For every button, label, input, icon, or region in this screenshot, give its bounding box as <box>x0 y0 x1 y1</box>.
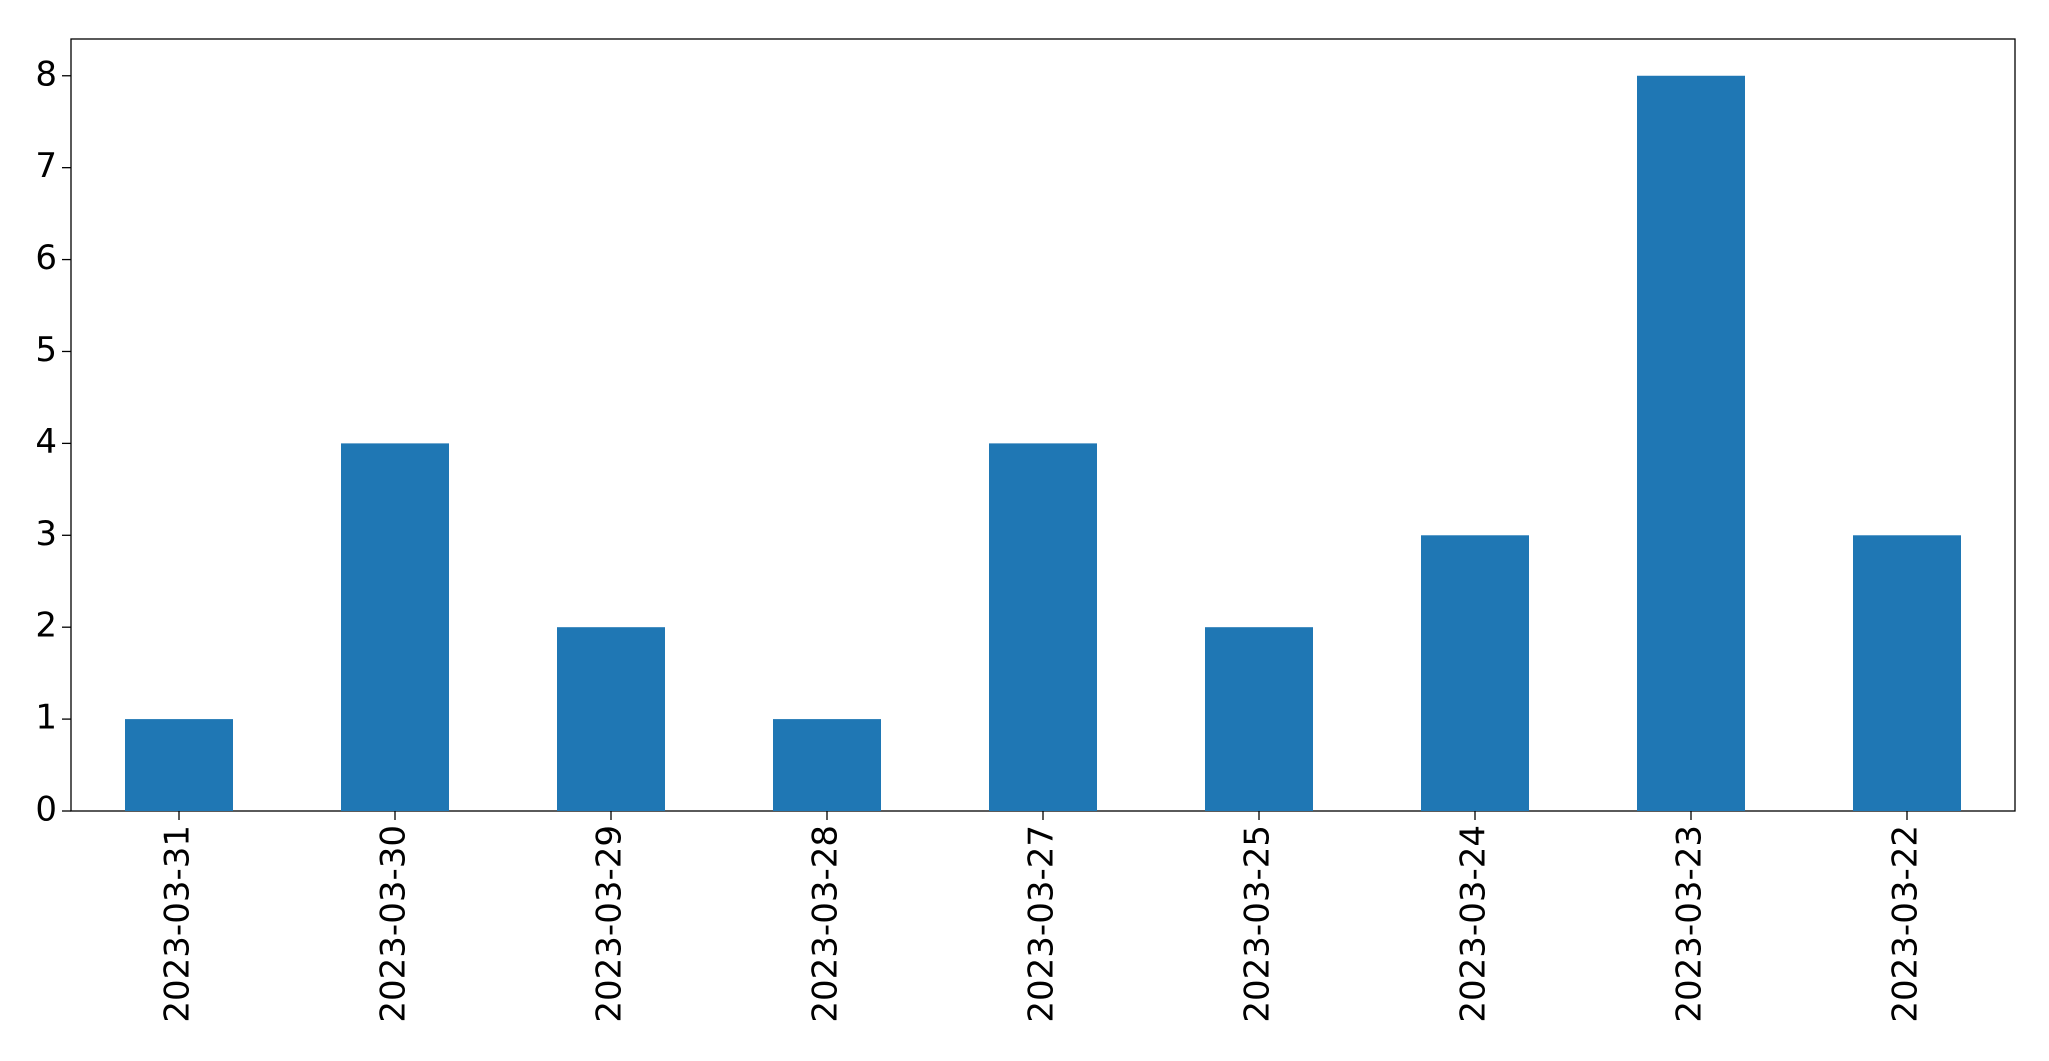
bar <box>773 719 881 811</box>
y-tick-label: 0 <box>35 790 57 830</box>
bar <box>1853 535 1961 811</box>
x-tick-label: 2023-03-25 <box>1238 825 1278 1023</box>
y-tick-label: 2 <box>35 606 57 646</box>
bar <box>989 443 1097 811</box>
bar <box>1205 627 1313 811</box>
x-tick-label: 2023-03-22 <box>1886 825 1926 1023</box>
x-tick-label: 2023-03-27 <box>1022 825 1062 1023</box>
y-tick-label: 3 <box>35 514 57 554</box>
bar <box>557 627 665 811</box>
y-tick-label: 6 <box>35 238 57 278</box>
bar <box>1637 75 1745 811</box>
x-tick-label: 2023-03-30 <box>374 825 414 1023</box>
y-tick-label: 5 <box>35 330 57 370</box>
bar <box>125 719 233 811</box>
x-tick-label: 2023-03-23 <box>1670 825 1710 1023</box>
y-tick-label: 8 <box>35 54 57 94</box>
x-tick-label: 2023-03-29 <box>590 825 630 1023</box>
bar <box>341 443 449 811</box>
bar <box>1421 535 1529 811</box>
x-tick-label: 2023-03-24 <box>1454 825 1494 1023</box>
x-tick-label: 2023-03-31 <box>158 825 198 1023</box>
y-tick-label: 1 <box>35 698 57 738</box>
y-tick-label: 7 <box>35 146 57 186</box>
x-tick-label: 2023-03-28 <box>806 825 846 1023</box>
y-tick-label: 4 <box>35 422 57 462</box>
